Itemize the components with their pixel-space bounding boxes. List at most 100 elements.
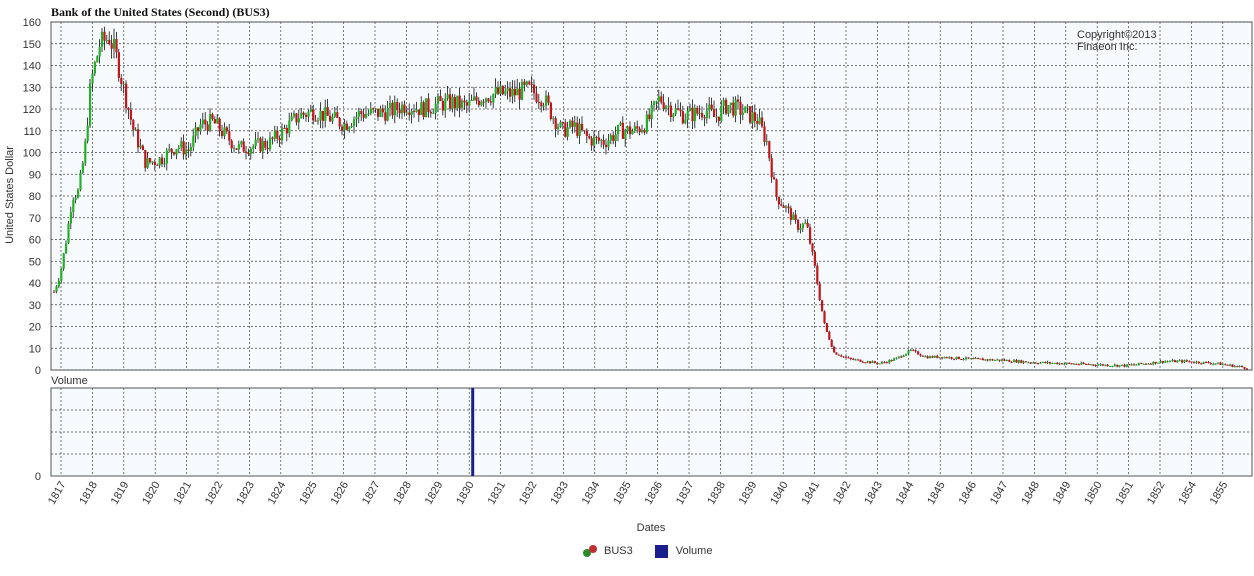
candle-body <box>115 39 118 53</box>
candle-body <box>192 135 195 147</box>
candle-body <box>1140 362 1143 364</box>
candle-body <box>1214 363 1217 365</box>
candle-body <box>1008 360 1011 362</box>
candle-body <box>535 93 538 102</box>
candle-body <box>955 356 958 359</box>
legend-item-volume[interactable]: Volume <box>654 544 712 558</box>
candle-body <box>357 111 360 117</box>
candle-body <box>319 110 322 121</box>
candle-body <box>770 158 773 178</box>
candle-body <box>1181 360 1184 363</box>
candle-body <box>938 357 941 359</box>
candle-body <box>1046 362 1049 364</box>
candle-body <box>905 353 908 356</box>
candle-body <box>86 125 89 142</box>
candle-body <box>981 358 984 361</box>
x-tick-label: 1831 <box>486 479 509 506</box>
candle-body <box>1185 360 1188 362</box>
candle-body <box>185 149 188 155</box>
candle-body <box>93 62 96 74</box>
x-tick-label: 1844 <box>894 480 917 507</box>
candle-body <box>521 81 524 100</box>
candle-body <box>389 102 392 108</box>
candle-body <box>405 112 408 114</box>
candle-body <box>120 77 123 84</box>
candle-body <box>799 228 802 230</box>
legend-item-bus3[interactable]: BUS3 <box>582 543 633 559</box>
candle-body <box>379 108 382 117</box>
candle-body <box>1169 361 1172 363</box>
candle-body <box>713 109 716 117</box>
candle-body <box>854 359 857 361</box>
candle-body <box>684 119 687 124</box>
candle-body <box>725 99 728 114</box>
candle-body <box>369 108 372 114</box>
candle-body <box>1085 363 1088 365</box>
candle-body <box>852 358 855 360</box>
candle-body <box>161 157 164 165</box>
x-tick-label: 1841 <box>800 480 823 507</box>
candle-body <box>679 109 682 112</box>
candle-body <box>1190 361 1193 363</box>
candle-body <box>633 126 636 131</box>
candle-body <box>163 163 166 165</box>
candle-body <box>137 129 140 148</box>
candle-body <box>249 148 252 154</box>
candle-body <box>765 141 768 143</box>
candle-body <box>446 94 449 99</box>
candle-body <box>434 103 437 114</box>
candle-body <box>374 108 377 110</box>
candle-body <box>501 85 504 95</box>
candle-body <box>345 123 348 130</box>
candle-body <box>410 110 413 115</box>
y-tick-label: 90 <box>29 169 41 181</box>
candle-body <box>247 152 250 154</box>
candle-body <box>1092 364 1095 366</box>
candle-body <box>463 100 466 103</box>
candle-body <box>842 356 845 358</box>
candle-body <box>67 223 70 244</box>
candle-body <box>859 359 862 362</box>
candle-body <box>1073 363 1076 365</box>
candle-body <box>573 122 576 127</box>
candle-body <box>686 110 689 120</box>
candle-body <box>1058 363 1061 365</box>
candle-body <box>547 95 550 103</box>
candle-body <box>605 144 608 148</box>
candle-body <box>194 127 197 136</box>
candle-body <box>794 214 797 220</box>
candle-body <box>1164 361 1167 363</box>
candle-body <box>1207 362 1210 364</box>
candle-body <box>511 88 514 97</box>
candle-body <box>509 88 512 97</box>
candle-body <box>811 243 814 252</box>
candle-body <box>540 102 543 107</box>
candle-body <box>1022 361 1025 363</box>
candle-body <box>751 112 754 123</box>
candle-body <box>353 119 356 127</box>
candle-body <box>1015 360 1018 363</box>
candle-body <box>516 88 519 96</box>
candle-body <box>849 357 852 359</box>
volume-y-tick-label: 0 <box>35 471 41 483</box>
candle-body <box>242 141 245 152</box>
candle-body <box>1133 364 1136 366</box>
candle-body <box>1202 361 1205 364</box>
candle-body <box>206 124 209 131</box>
x-tick-label: 1842 <box>831 480 854 507</box>
candle-body <box>1020 360 1023 363</box>
candle-body <box>763 126 766 142</box>
candle-body <box>293 113 296 117</box>
candle-body <box>614 134 617 141</box>
candle-body <box>677 108 680 110</box>
candle-body <box>84 141 87 164</box>
candle-body <box>261 141 264 152</box>
candle-body <box>1245 368 1248 370</box>
candle-body <box>818 283 821 301</box>
candle-body <box>936 355 939 358</box>
y-tick-label: 70 <box>29 213 41 225</box>
candle-body <box>1049 362 1052 364</box>
candle-body <box>89 83 92 126</box>
candle-body <box>1080 362 1083 365</box>
candle-body <box>1056 362 1059 365</box>
